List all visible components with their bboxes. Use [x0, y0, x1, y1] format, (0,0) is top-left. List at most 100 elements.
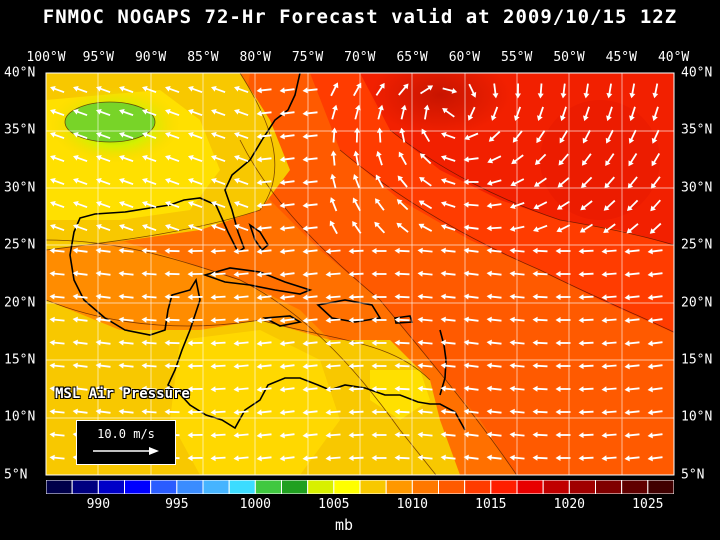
wind-vector-head — [256, 409, 262, 416]
wind-vector-head — [510, 180, 517, 187]
wind-vector-head — [279, 202, 285, 209]
wind-vector-head — [603, 227, 609, 233]
wind-vector-head — [142, 155, 148, 161]
wind-vector-head — [601, 317, 607, 324]
wind-vector-head — [325, 455, 331, 462]
latitude-label-left: 5°N — [4, 467, 28, 483]
wind-vector-head — [417, 270, 423, 277]
colorbar-swatch — [568, 480, 596, 494]
wind-vector-head — [233, 248, 239, 255]
wind-vector-head — [279, 455, 285, 462]
wind-vector-head — [509, 431, 515, 438]
wind-vector-head — [348, 363, 354, 370]
wind-vector-head — [256, 156, 262, 163]
wind-vector-head — [417, 431, 423, 438]
longitude-label: 40°W — [657, 50, 690, 65]
wind-vector-head — [233, 432, 239, 439]
wind-vector-head — [352, 197, 358, 204]
wind-vector-head — [509, 454, 515, 461]
pressure-field — [46, 73, 674, 475]
wind-vector-head — [601, 340, 607, 347]
colorbar-swatch — [97, 480, 125, 494]
wind-vector-head — [394, 316, 400, 323]
wind-vector-head — [423, 104, 430, 111]
wind-vector-head — [555, 317, 561, 323]
wind-vector-head — [353, 174, 359, 180]
wind-vector-head — [210, 386, 216, 393]
wind-vector-head — [96, 86, 102, 92]
wind-vector-head — [142, 86, 148, 92]
wind-vector-head — [463, 293, 469, 300]
wind-vector-head — [532, 431, 538, 438]
wind-vector-head — [233, 294, 239, 301]
latitude-label-left: 25°N — [4, 237, 36, 253]
wind-vector-head — [486, 339, 492, 346]
wind-vector-head — [279, 317, 285, 324]
wind-vector-head — [256, 87, 262, 94]
wind-vector-head — [210, 294, 216, 301]
colorbar-swatch — [202, 480, 230, 494]
wind-vector-head — [394, 385, 400, 392]
wind-vector-head — [256, 363, 262, 370]
wind-vector-head — [532, 293, 538, 300]
latitude-label-right: 20°N — [681, 295, 713, 311]
wind-vector-head — [348, 248, 354, 255]
wind-vector-head — [626, 228, 633, 234]
wind-vector-head — [560, 93, 567, 99]
wind-vector-head — [256, 133, 262, 140]
wind-vector-head — [601, 363, 607, 370]
wind-vector-head — [470, 91, 477, 98]
wind-vector-head — [379, 82, 385, 89]
longitude-label: 85°W — [187, 50, 219, 65]
wind-vector-head — [256, 248, 262, 255]
colorbar-swatch — [150, 480, 178, 494]
wind-vector-head — [50, 178, 56, 184]
wind-vector-head — [234, 109, 240, 115]
wind-vector-head — [417, 385, 423, 392]
wind-vector-head — [164, 385, 170, 392]
wind-vector-head — [95, 408, 101, 415]
wind-vector-head — [210, 363, 216, 370]
wind-vector-head — [165, 224, 171, 230]
wind-vector-head — [302, 202, 308, 209]
wind-vector-head — [141, 385, 147, 392]
wind-vector-head — [396, 222, 403, 229]
wind-vector-head — [624, 271, 630, 278]
wind-vector-head — [187, 248, 193, 255]
wind-vector-head — [556, 226, 563, 233]
wind-vector-head — [441, 132, 447, 138]
wind-vector-head — [302, 455, 308, 462]
wind-vector-head — [329, 197, 336, 203]
wind-vector-head — [279, 110, 285, 117]
wind-vector-head — [211, 86, 217, 92]
wind-vector-head — [302, 386, 308, 393]
wind-vector-head — [556, 204, 563, 210]
wind-vector-head — [302, 248, 308, 255]
wind-vector-head — [451, 88, 458, 94]
wind-vector-head — [302, 87, 308, 94]
wind-vector-head — [560, 115, 566, 122]
wind-vector-head — [95, 247, 101, 254]
wind-vector-head — [233, 409, 239, 416]
wind-vector-head — [463, 201, 469, 208]
wind-vector-head — [49, 362, 55, 369]
longitude-label: 95°W — [82, 50, 114, 65]
longitude-label: 75°W — [291, 50, 324, 65]
wind-vector-head — [440, 247, 446, 254]
wind-vector-head — [463, 431, 469, 438]
wind-vector-head — [581, 160, 588, 166]
wind-vector-head — [73, 132, 79, 138]
wind-vector-head — [233, 340, 239, 347]
wind-vector-head — [279, 248, 285, 255]
wind-vector-head — [329, 220, 335, 227]
longitude-label: 55°W — [501, 50, 533, 65]
colorbar-swatch — [411, 480, 440, 494]
wind-vector-head — [187, 294, 193, 301]
colorbar-swatch — [542, 480, 570, 494]
wind-vector-head — [165, 132, 171, 138]
field-label: MSL Air Pressure — [55, 386, 190, 402]
wind-vector-head — [371, 409, 377, 415]
wind-vector-head — [605, 160, 611, 166]
wind-vector-head — [628, 137, 635, 144]
